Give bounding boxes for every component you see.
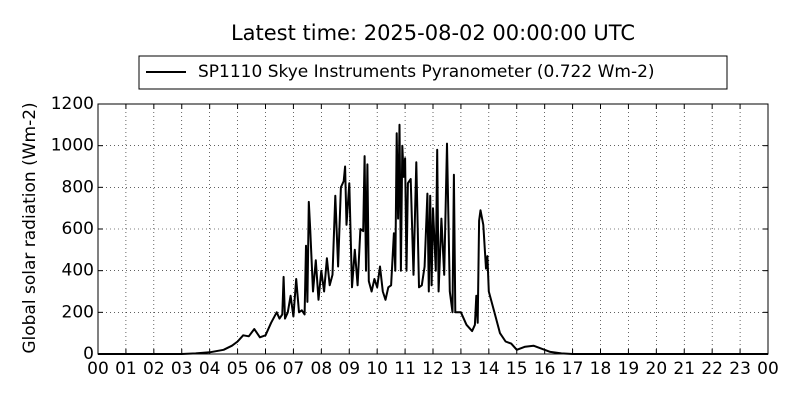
x-tick-label: 03: [171, 359, 193, 379]
x-tick-label: 12: [422, 359, 444, 379]
x-tick-label: 04: [199, 359, 221, 379]
y-tick-label: 0: [83, 344, 94, 364]
x-tick-label: 00: [87, 359, 109, 379]
x-tick-label: 21: [673, 359, 695, 379]
x-tick-label: 05: [227, 359, 249, 379]
y-tick-label: 400: [62, 261, 94, 281]
data-line: [98, 123, 768, 355]
legend-box: [138, 55, 728, 90]
x-tick-label: 19: [618, 359, 640, 379]
x-tick-label: 11: [394, 359, 416, 379]
x-tick-label: 17: [562, 359, 584, 379]
x-tick-label: 10: [366, 359, 388, 379]
x-tick-label: 08: [311, 359, 333, 379]
y-tick-label: 1200: [51, 94, 94, 114]
x-tick-label: 13: [450, 359, 472, 379]
y-tick-label: 600: [62, 219, 94, 239]
x-tick-label: 06: [255, 359, 277, 379]
x-tick-label: 00: [757, 359, 779, 379]
y-axis-label: Global solar radiation (Wm-2): [20, 102, 40, 353]
x-tick-label: 02: [143, 359, 165, 379]
x-tick-label: 15: [506, 359, 528, 379]
y-tick-label: 800: [62, 177, 94, 197]
x-tick-label: 09: [338, 359, 360, 379]
y-tick-label: 200: [62, 302, 94, 322]
x-tick-label: 23: [729, 359, 751, 379]
chart-title: Latest time: 2025-08-02 00:00:00 UTC: [231, 21, 635, 45]
plot-frame: [97, 103, 769, 355]
x-tick-label: 07: [283, 359, 305, 379]
x-tick-label: 20: [646, 359, 668, 379]
x-tick-label: 14: [478, 359, 500, 379]
legend-label: SP1110 Skye Instruments Pyranometer (0.7…: [198, 62, 655, 82]
x-tick-label: 18: [590, 359, 612, 379]
x-tick-label: 22: [701, 359, 723, 379]
x-tick-label: 01: [115, 359, 137, 379]
x-tick-label: 16: [534, 359, 556, 379]
y-tick-label: 1000: [51, 136, 94, 156]
